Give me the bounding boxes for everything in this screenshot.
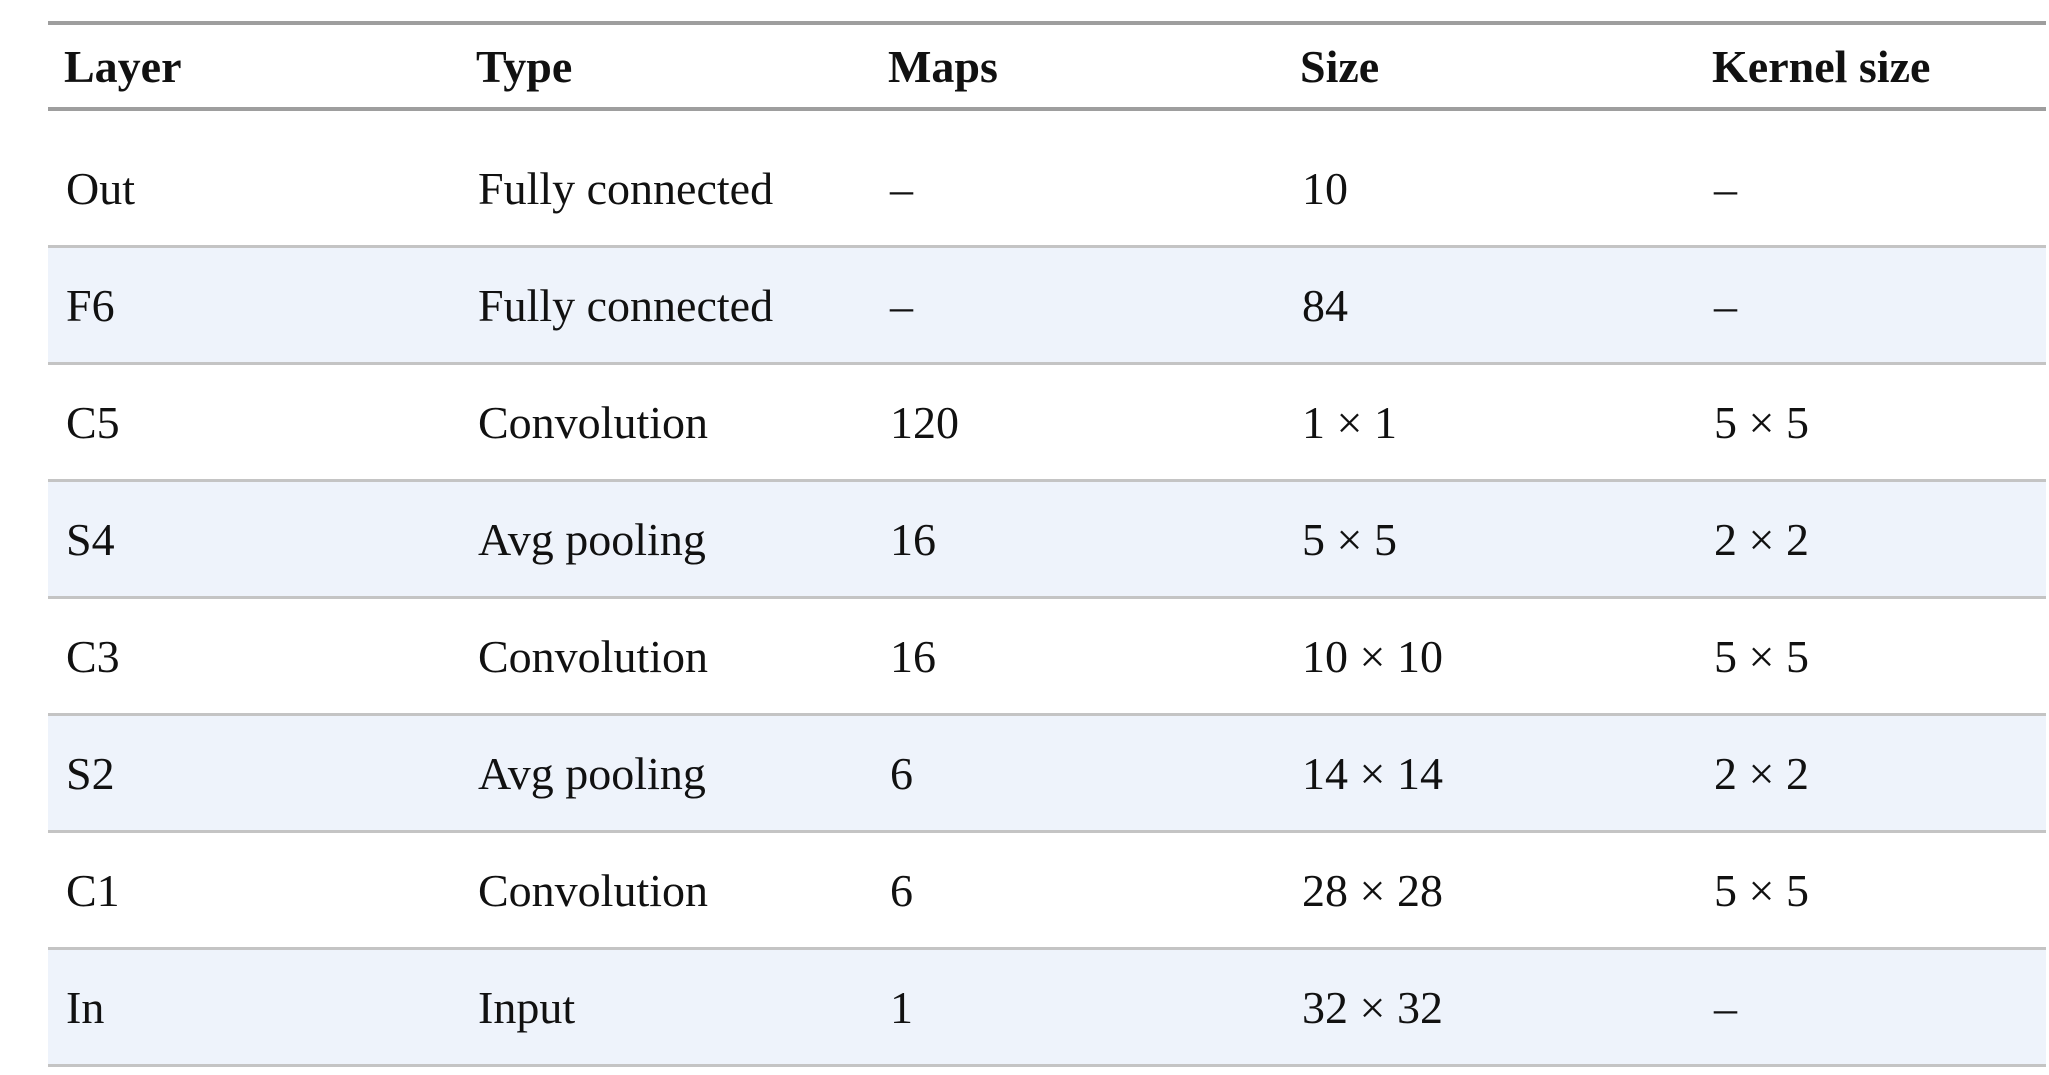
cell-layer: S4	[48, 480, 460, 599]
cell-maps: –	[872, 131, 1284, 248]
cell-size: 32 × 32	[1284, 948, 1696, 1067]
cell-layer: S2	[48, 714, 460, 833]
table-header-row: Layer Type Maps Size Kernel size	[48, 23, 2046, 111]
header-spacer	[48, 109, 2046, 131]
cell-type: Fully connected	[460, 131, 872, 248]
header-kernel-size: Kernel size	[1696, 23, 2046, 111]
cell-kernel-size: –	[1696, 246, 2046, 365]
cell-size: 1 × 1	[1284, 363, 1696, 482]
cell-layer: Out	[48, 131, 460, 248]
cell-type: Input	[460, 948, 872, 1067]
cell-size: 28 × 28	[1284, 831, 1696, 950]
table-row: C3 Convolution 16 10 × 10 5 × 5	[48, 597, 2046, 716]
cell-maps: 6	[872, 714, 1284, 833]
table-row: S2 Avg pooling 6 14 × 14 2 × 2	[48, 714, 2046, 833]
cell-layer: C3	[48, 597, 460, 716]
cell-size: 10	[1284, 131, 1696, 248]
table-row: C5 Convolution 120 1 × 1 5 × 5	[48, 363, 2046, 482]
cell-size: 5 × 5	[1284, 480, 1696, 599]
header-maps: Maps	[872, 23, 1284, 111]
cell-type: Convolution	[460, 831, 872, 950]
cell-type: Avg pooling	[460, 480, 872, 599]
cell-kernel-size: 2 × 2	[1696, 714, 2046, 833]
table-row: F6 Fully connected – 84 –	[48, 246, 2046, 365]
cell-kernel-size: 5 × 5	[1696, 363, 2046, 482]
layer-table: Layer Type Maps Size Kernel size Out Ful…	[48, 21, 2046, 1067]
cell-layer: C1	[48, 831, 460, 950]
table-row: C1 Convolution 6 28 × 28 5 × 5	[48, 831, 2046, 950]
cell-layer: F6	[48, 246, 460, 365]
cell-kernel-size: –	[1696, 948, 2046, 1067]
cell-size: 10 × 10	[1284, 597, 1696, 716]
cell-kernel-size: –	[1696, 131, 2046, 248]
cell-maps: 16	[872, 480, 1284, 599]
cell-size: 14 × 14	[1284, 714, 1696, 833]
cell-maps: 6	[872, 831, 1284, 950]
cell-maps: 120	[872, 363, 1284, 482]
cell-kernel-size: 2 × 2	[1696, 480, 2046, 599]
cell-type: Fully connected	[460, 246, 872, 365]
cell-type: Convolution	[460, 597, 872, 716]
header-type: Type	[460, 23, 872, 111]
cell-layer: In	[48, 948, 460, 1067]
header-size: Size	[1284, 23, 1696, 111]
cell-size: 84	[1284, 246, 1696, 365]
cell-layer: C5	[48, 363, 460, 482]
cell-kernel-size: 5 × 5	[1696, 597, 2046, 716]
cell-kernel-size: 5 × 5	[1696, 831, 2046, 950]
layer-table-container: Layer Type Maps Size Kernel size Out Ful…	[48, 21, 2046, 1067]
cell-maps: –	[872, 246, 1284, 365]
cell-maps: 1	[872, 948, 1284, 1067]
cell-type: Avg pooling	[460, 714, 872, 833]
table-row: S4 Avg pooling 16 5 × 5 2 × 2	[48, 480, 2046, 599]
cell-maps: 16	[872, 597, 1284, 716]
header-layer: Layer	[48, 23, 460, 111]
table-row: Out Fully connected – 10 –	[48, 131, 2046, 248]
table-row: In Input 1 32 × 32 –	[48, 948, 2046, 1067]
cell-type: Convolution	[460, 363, 872, 482]
